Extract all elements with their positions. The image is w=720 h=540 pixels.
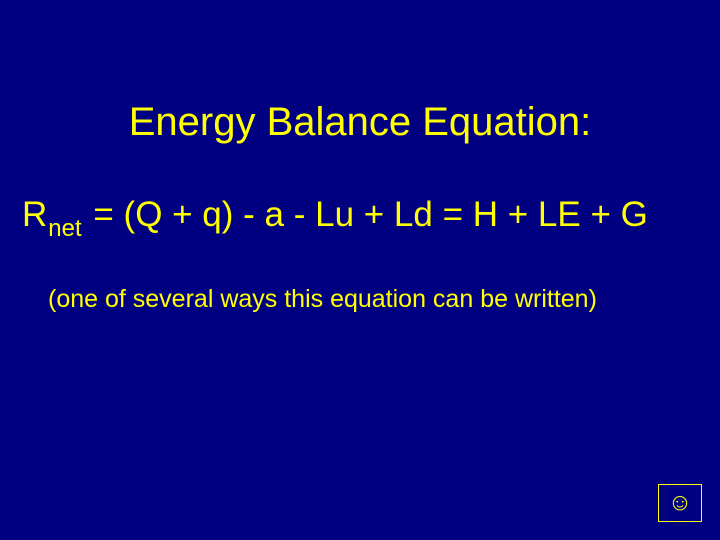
smiley-icon: ☺ — [668, 491, 693, 515]
equation-line: Rnet = (Q + q) - a - Lu + Ld = H + LE + … — [22, 195, 648, 241]
equation-r-symbol: R — [22, 195, 47, 234]
slide: Energy Balance Equation: Rnet = (Q + q) … — [0, 0, 720, 540]
equation-note: (one of several ways this equation can b… — [48, 285, 597, 314]
next-slide-button[interactable]: ☺ — [658, 484, 702, 522]
equation-subscript: net — [48, 215, 81, 242]
slide-title: Energy Balance Equation: — [0, 100, 720, 145]
equation-rest: = (Q + q) - a - Lu + Ld = H + LE + G — [84, 195, 648, 234]
